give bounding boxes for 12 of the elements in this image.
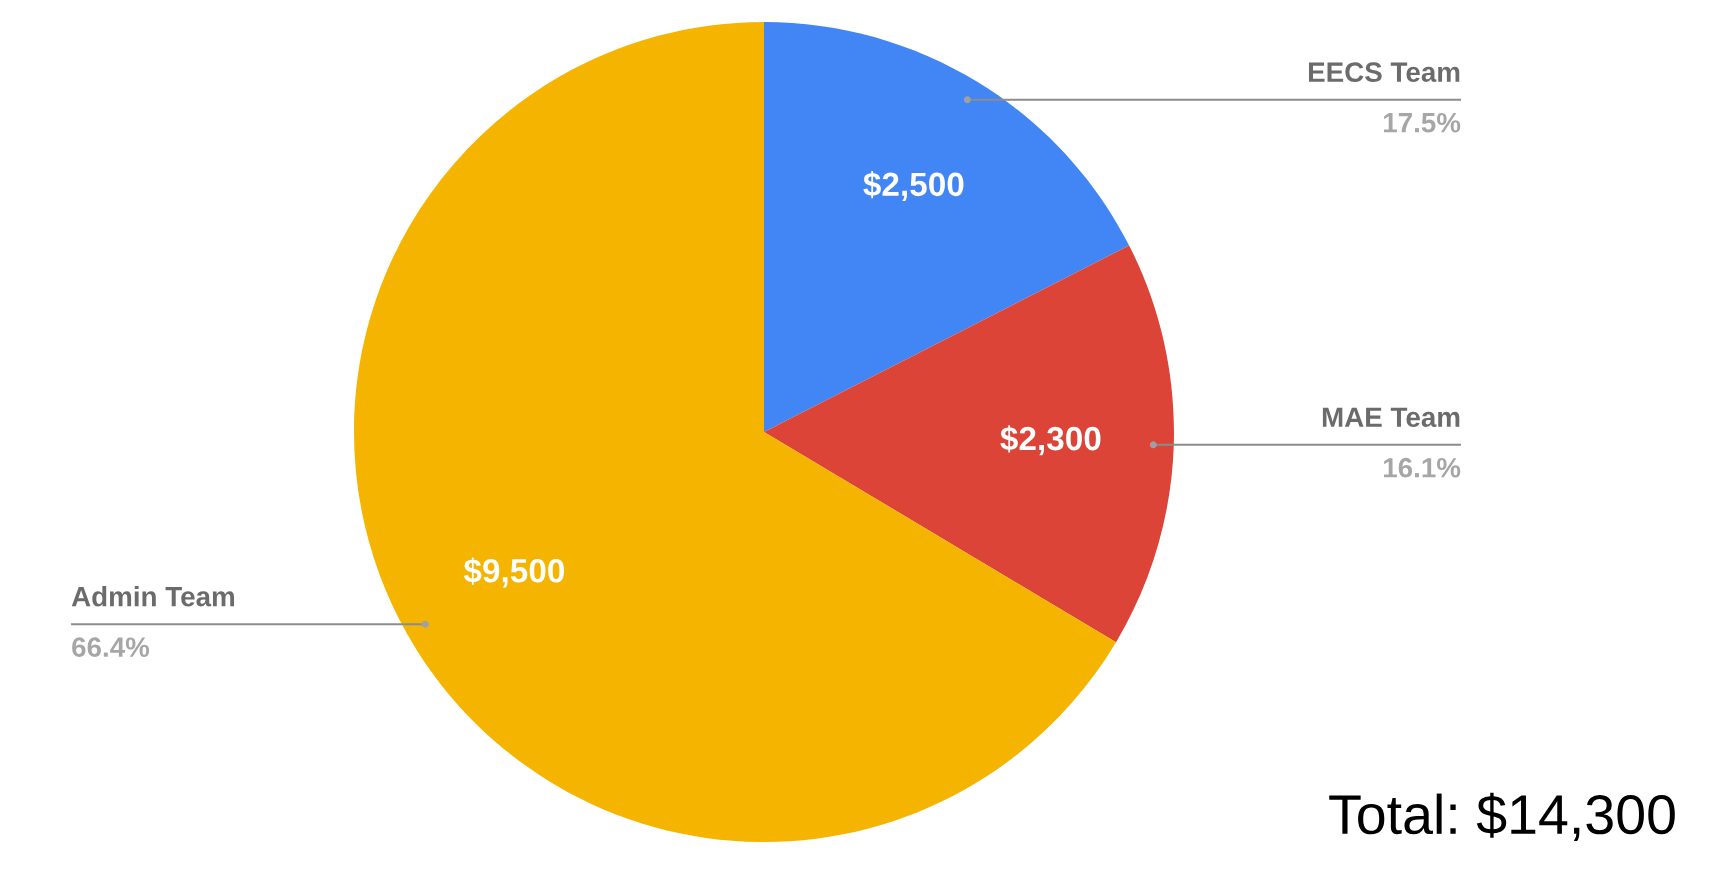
slice-label: MAE Team: [1322, 407, 1460, 428]
pie-slice: [354, 22, 1117, 842]
text: 17.5%: [1383, 112, 1461, 133]
text: Total: $14,300: [1329, 792, 1675, 841]
text: 16.1%: [1383, 457, 1461, 478]
slice-label: EECS Team: [1308, 62, 1460, 82]
data-label: $2,300: [1000, 425, 1101, 456]
slice-label: Admin Team: [71, 586, 235, 607]
pie-slice: [764, 245, 1174, 643]
text: 66.4%: [72, 637, 150, 657]
data-label: $9,500: [463, 557, 565, 588]
data-label: $2,500: [863, 171, 964, 201]
